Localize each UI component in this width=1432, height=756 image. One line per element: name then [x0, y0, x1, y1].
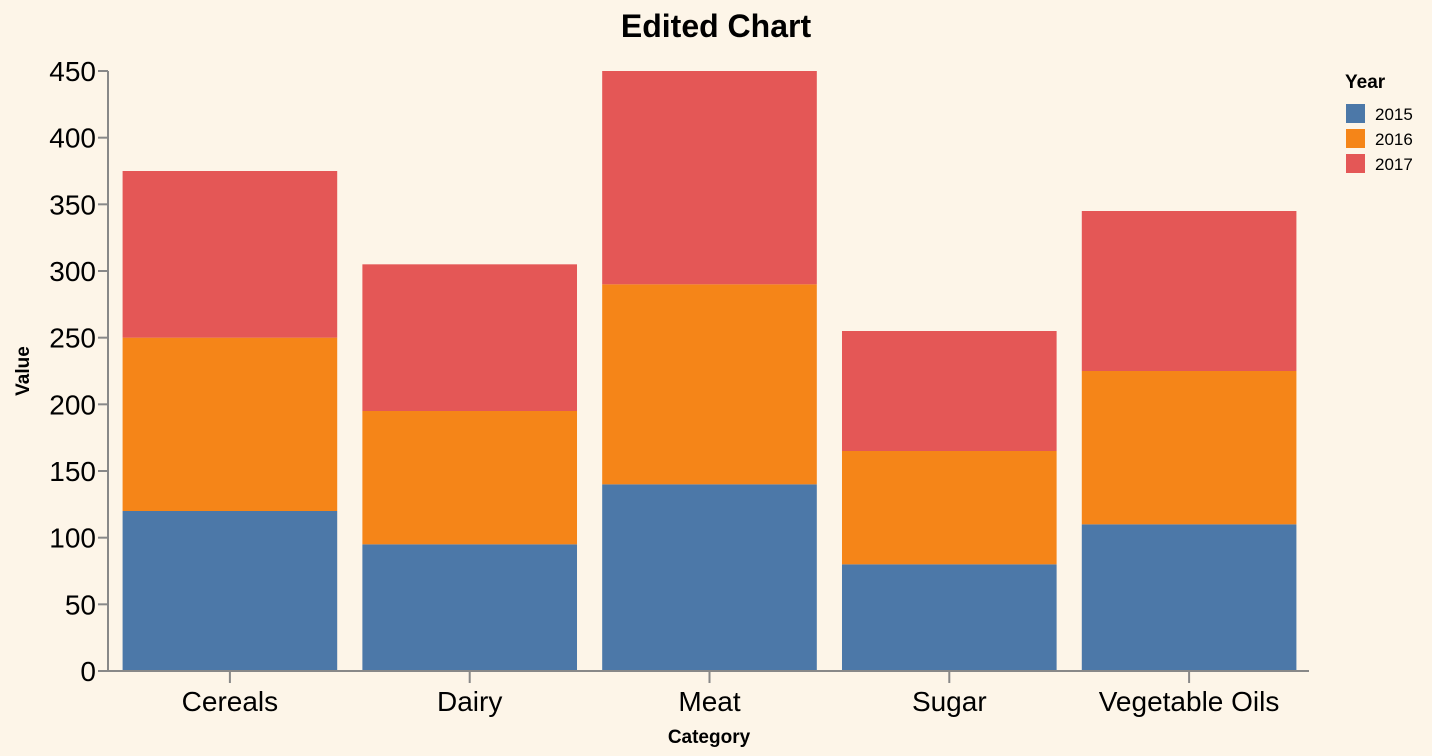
- x-tick-label: Cereals: [182, 686, 278, 717]
- bars-group: [122, 71, 1297, 671]
- y-tick-label: 150: [49, 456, 96, 487]
- legend-swatch-2015: [1346, 104, 1365, 123]
- bar-cereals-2015: [122, 511, 338, 671]
- y-tick-label: 350: [49, 189, 96, 220]
- legend-label-2015: 2015: [1375, 105, 1413, 124]
- y-tick-label: 400: [49, 123, 96, 154]
- y-tick-label: 450: [49, 56, 96, 87]
- bar-sugar-2015: [841, 564, 1057, 671]
- legend-swatch-2016: [1346, 129, 1365, 148]
- chart-title: Edited Chart: [621, 8, 812, 44]
- bar-sugar-2016: [841, 451, 1057, 565]
- legend: Year 2015 2016 2017: [1345, 72, 1413, 174]
- bar-dairy-2015: [362, 544, 578, 671]
- bar-vegetable-oils-2017: [1081, 211, 1297, 371]
- x-tick-label: Dairy: [437, 686, 502, 717]
- legend-label-2017: 2017: [1375, 155, 1413, 174]
- y-axis: 0 50 100 150 200 250 300 350 400 450: [49, 56, 109, 687]
- x-axis-title: Category: [668, 727, 751, 748]
- x-tick-label: Meat: [678, 686, 740, 717]
- x-axis: Cereals Dairy Meat Sugar Vegetable Oils: [108, 670, 1309, 717]
- bar-cereals-2017: [122, 171, 338, 338]
- y-tick-label: 0: [80, 656, 96, 687]
- legend-label-2016: 2016: [1375, 130, 1413, 149]
- bar-meat-2016: [602, 284, 817, 485]
- bar-cereals-2016: [122, 337, 338, 511]
- y-tick-label: 300: [49, 256, 96, 287]
- y-axis-title: Value: [13, 346, 34, 396]
- bar-dairy-2017: [362, 264, 578, 411]
- bar-vegetable-oils-2016: [1081, 371, 1297, 525]
- y-tick-label: 100: [49, 523, 96, 554]
- bar-vegetable-oils-2015: [1081, 524, 1297, 671]
- bar-sugar-2017: [841, 331, 1057, 451]
- y-tick-label: 250: [49, 323, 96, 354]
- legend-swatch-2017: [1346, 154, 1365, 173]
- x-tick-label: Sugar: [912, 686, 987, 717]
- x-tick-label: Vegetable Oils: [1099, 686, 1280, 717]
- bar-meat-2017: [602, 71, 817, 285]
- legend-title: Year: [1345, 72, 1386, 93]
- y-tick-label: 50: [65, 589, 96, 620]
- bar-dairy-2016: [362, 411, 578, 545]
- y-tick-label: 200: [49, 389, 96, 420]
- bar-meat-2015: [602, 484, 817, 671]
